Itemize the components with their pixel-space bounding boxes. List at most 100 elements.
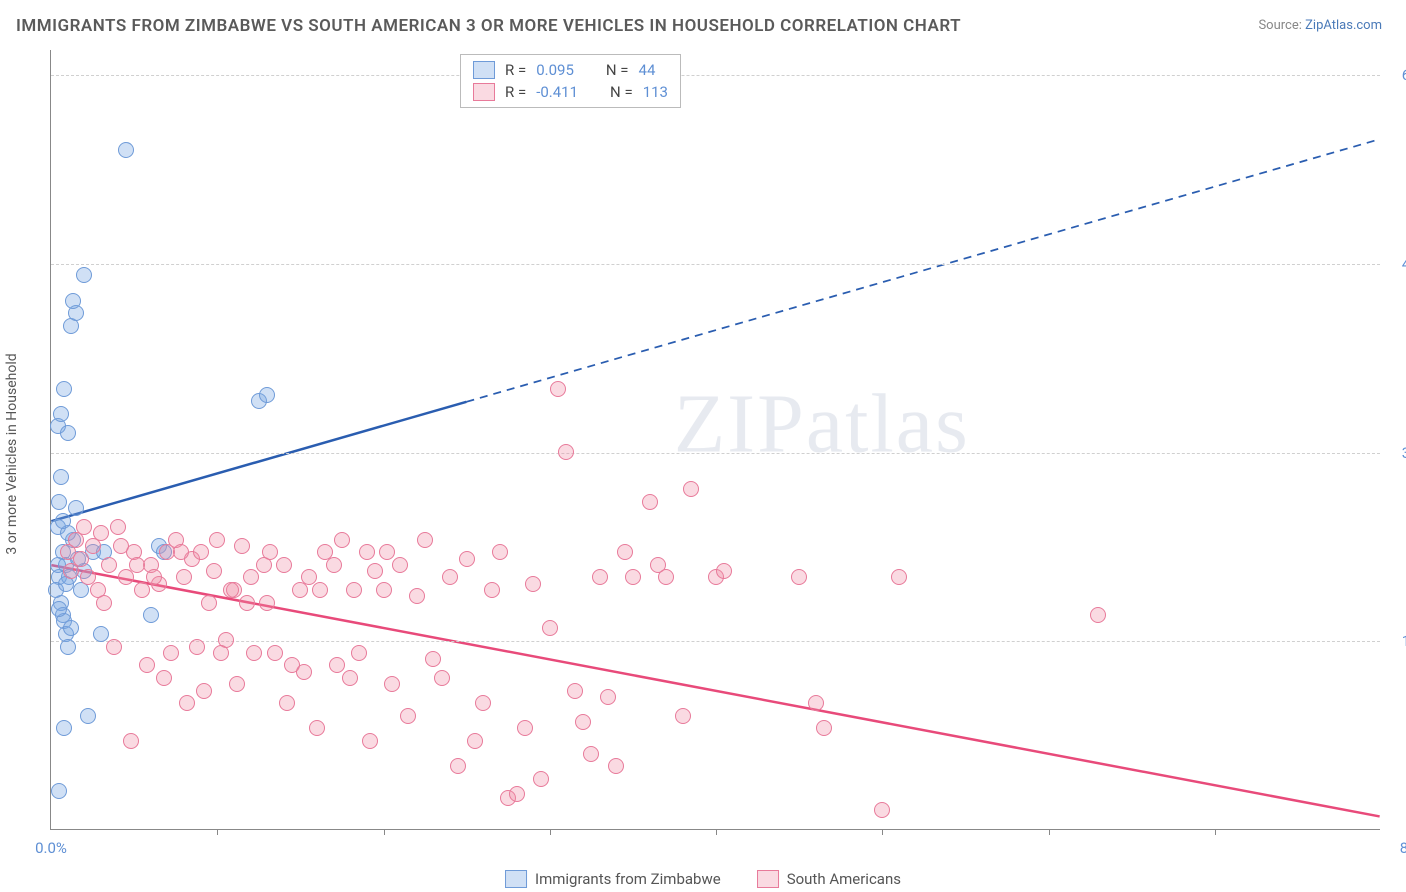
scatter-point	[617, 544, 633, 560]
x-tick-mark	[217, 829, 218, 835]
scatter-point	[384, 676, 400, 692]
scatter-point	[459, 551, 475, 567]
scatter-point	[53, 406, 69, 422]
scatter-point	[239, 595, 255, 611]
x-tick-mark	[1215, 829, 1216, 835]
scatter-point	[326, 557, 342, 573]
scatter-point	[56, 720, 72, 736]
scatter-point	[173, 544, 189, 560]
scatter-point	[206, 563, 222, 579]
scatter-point	[63, 620, 79, 636]
scatter-point	[716, 563, 732, 579]
scatter-point	[816, 720, 832, 736]
scatter-point	[96, 595, 112, 611]
scatter-point	[118, 142, 134, 158]
scatter-point	[367, 563, 383, 579]
scatter-point	[533, 771, 549, 787]
legend-swatch	[757, 870, 779, 888]
scatter-point	[101, 557, 117, 573]
trend-line-dashed	[466, 139, 1379, 402]
scatter-point	[163, 645, 179, 661]
scatter-point	[129, 557, 145, 573]
source-link[interactable]: ZipAtlas.com	[1305, 18, 1382, 33]
scatter-point	[675, 708, 691, 724]
scatter-point	[68, 500, 84, 516]
x-tick-label-max: 80.0%	[1400, 839, 1406, 857]
scatter-point	[525, 576, 541, 592]
correlation-legend-row: R =0.095N =44	[473, 59, 668, 81]
gridline-h	[51, 264, 1380, 265]
scatter-point	[123, 733, 139, 749]
scatter-point	[276, 557, 292, 573]
scatter-point	[550, 381, 566, 397]
series-legend-label: South Americans	[787, 870, 901, 888]
scatter-point	[209, 532, 225, 548]
source-attribution: Source: ZipAtlas.com	[1258, 18, 1382, 33]
scatter-point	[434, 670, 450, 686]
scatter-point	[193, 544, 209, 560]
scatter-point	[492, 544, 508, 560]
scatter-point	[334, 532, 350, 548]
scatter-point	[425, 651, 441, 667]
scatter-point	[442, 569, 458, 585]
gridline-h	[51, 75, 1380, 76]
scatter-point	[246, 645, 262, 661]
chart-plot-area: ZIPatlas 15.0%30.0%45.0%60.0%0.0%80.0%	[50, 50, 1380, 830]
scatter-point	[329, 657, 345, 673]
scatter-point	[93, 626, 109, 642]
scatter-point	[683, 481, 699, 497]
series-legend-item: Immigrants from Zimbabwe	[505, 870, 721, 888]
correlation-legend-row: R =-0.411N =113	[473, 81, 668, 103]
n-value: 44	[639, 61, 656, 79]
legend-swatch	[473, 61, 495, 79]
scatter-point	[196, 683, 212, 699]
scatter-point	[558, 444, 574, 460]
scatter-point	[93, 525, 109, 541]
scatter-point	[134, 582, 150, 598]
y-tick-label: 60.0%	[1402, 66, 1406, 84]
scatter-point	[55, 513, 71, 529]
scatter-point	[179, 695, 195, 711]
trend-lines-layer	[51, 50, 1380, 829]
scatter-point	[309, 720, 325, 736]
scatter-point	[351, 645, 367, 661]
scatter-point	[76, 519, 92, 535]
scatter-point	[575, 714, 591, 730]
series-legend-item: South Americans	[757, 870, 901, 888]
scatter-point	[600, 689, 616, 705]
scatter-point	[409, 588, 425, 604]
scatter-point	[80, 708, 96, 724]
scatter-point	[65, 293, 81, 309]
r-value: -0.411	[536, 83, 578, 101]
scatter-point	[874, 802, 890, 818]
scatter-point	[189, 639, 205, 655]
r-value: 0.095	[536, 61, 574, 79]
scatter-point	[583, 746, 599, 762]
scatter-point	[346, 582, 362, 598]
scatter-point	[791, 569, 807, 585]
scatter-point	[567, 683, 583, 699]
x-tick-mark	[550, 829, 551, 835]
scatter-point	[139, 657, 155, 673]
scatter-point	[392, 557, 408, 573]
series-legend-label: Immigrants from Zimbabwe	[535, 870, 721, 888]
scatter-point	[417, 532, 433, 548]
scatter-point	[51, 783, 67, 799]
x-tick-mark	[1049, 829, 1050, 835]
scatter-point	[51, 601, 67, 617]
scatter-point	[592, 569, 608, 585]
scatter-point	[113, 538, 129, 554]
legend-swatch	[505, 870, 527, 888]
scatter-point	[608, 758, 624, 774]
scatter-point	[376, 582, 392, 598]
scatter-point	[517, 720, 533, 736]
scatter-point	[259, 387, 275, 403]
scatter-point	[467, 733, 483, 749]
chart-title: IMMIGRANTS FROM ZIMBABWE VS SOUTH AMERIC…	[16, 16, 961, 36]
correlation-legend: R =0.095N =44R =-0.411N =113	[460, 54, 681, 108]
scatter-point	[234, 538, 250, 554]
scatter-point	[143, 607, 159, 623]
scatter-point	[450, 758, 466, 774]
scatter-point	[73, 551, 89, 567]
trend-line-solid	[51, 402, 466, 521]
